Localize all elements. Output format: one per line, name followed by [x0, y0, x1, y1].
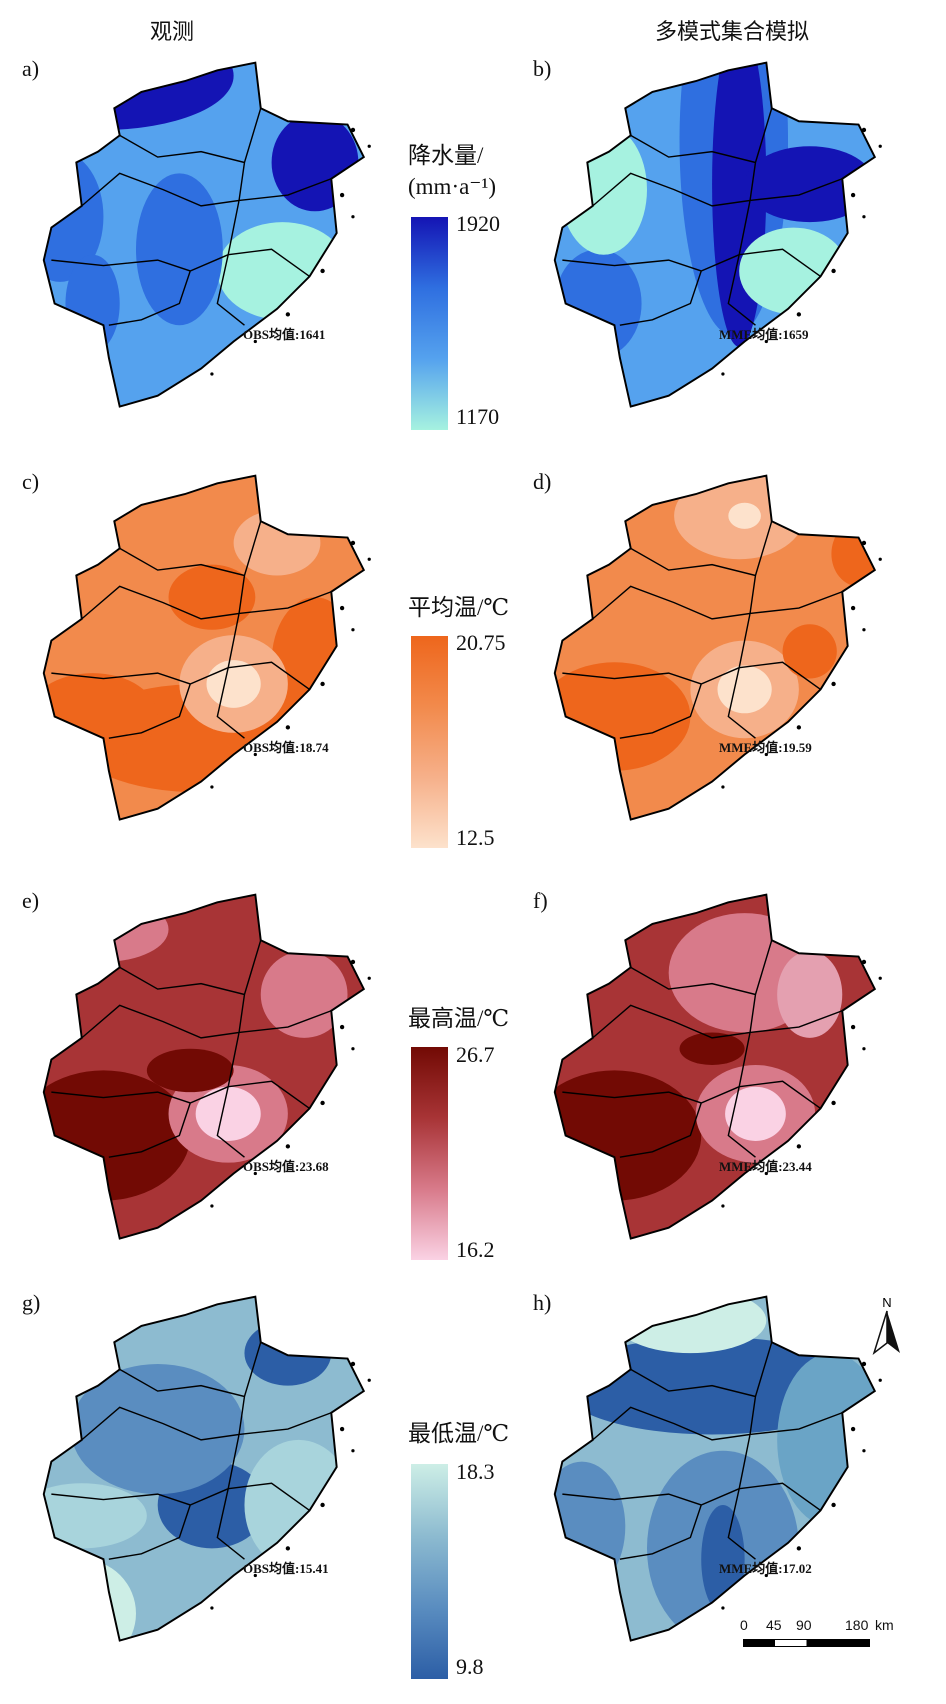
city-boundaries — [562, 1342, 843, 1560]
colorbar-min: 16.2 — [456, 1237, 495, 1262]
islands — [721, 127, 882, 376]
panel-label: h) — [533, 1290, 552, 1315]
mean-value-label: OBS均值:18.74 — [243, 740, 329, 755]
colorbar-tmin — [411, 1464, 448, 1679]
map-tmax-mme — [553, 893, 882, 1240]
colorbar-max: 1920 — [456, 211, 500, 236]
legend-title-tmean: 平均温/℃ — [408, 595, 510, 620]
colorbar-max: 20.75 — [456, 630, 506, 655]
column-title-mme: 多模式集合模拟 — [655, 19, 810, 44]
islands — [721, 1361, 882, 1610]
islands — [721, 959, 882, 1208]
panel-label: b) — [533, 56, 552, 81]
map-tmin-mme — [553, 1295, 882, 1642]
province-outline — [553, 474, 877, 821]
islands — [210, 540, 371, 789]
svg-text:N: N — [882, 1295, 891, 1310]
islands — [210, 127, 371, 376]
mean-value-label: OBS均值:1641 — [243, 327, 326, 342]
city-boundaries — [51, 521, 332, 739]
mean-value-label: OBS均值:23.68 — [243, 1159, 329, 1174]
province-outline — [42, 1295, 366, 1642]
province-outline — [553, 1295, 877, 1642]
panel-label: f) — [533, 888, 548, 913]
city-boundaries — [562, 521, 843, 739]
map-tmin-obs — [42, 1295, 371, 1642]
province-outline — [42, 893, 366, 1240]
province-outline — [42, 474, 366, 821]
mean-value-label: MME均值:23.44 — [719, 1159, 812, 1174]
legend-title-tmax: 最高温/℃ — [408, 1006, 510, 1031]
colorbar-precip — [411, 217, 448, 430]
province-outline — [553, 61, 877, 408]
mean-value-label: MME均值:1659 — [719, 327, 809, 342]
city-boundaries — [51, 1342, 332, 1560]
islands — [721, 540, 882, 789]
map-tmean-obs — [42, 474, 371, 821]
mean-value-label: MME均值:17.02 — [719, 1561, 812, 1576]
colorbar-tmax — [411, 1047, 448, 1260]
column-title-observed: 观测 — [150, 19, 195, 44]
colorbar-tmean — [411, 636, 448, 848]
islands — [210, 959, 371, 1208]
province-outline — [553, 893, 877, 1240]
panel-label: a) — [22, 56, 40, 81]
panel-label: c) — [22, 469, 40, 494]
legend-title-precip: 降水量/(mm·a⁻¹) — [408, 143, 497, 200]
city-boundaries — [562, 940, 843, 1158]
north-arrow-icon: N — [872, 1295, 900, 1356]
map-tmax-obs — [42, 893, 371, 1240]
city-boundaries — [51, 940, 332, 1158]
map-precip-mme — [553, 61, 882, 408]
colorbar-max: 26.7 — [456, 1042, 495, 1067]
mean-value-label: MME均值:19.59 — [719, 740, 812, 755]
colorbar-min: 1170 — [456, 404, 500, 429]
province-outline — [42, 61, 366, 408]
colorbar-min: 12.5 — [456, 825, 495, 850]
map-precip-obs — [42, 61, 371, 408]
mean-value-label: OBS均值:15.41 — [243, 1561, 329, 1576]
panel-label: g) — [22, 1290, 41, 1315]
map-tmean-mme — [553, 474, 882, 821]
legend-title-tmin: 最低温/℃ — [408, 1421, 510, 1446]
colorbar-max: 18.3 — [456, 1459, 495, 1484]
colorbar-min: 9.8 — [456, 1654, 484, 1679]
city-boundaries — [51, 108, 332, 326]
panel-label: d) — [533, 469, 552, 494]
islands — [210, 1361, 371, 1610]
panel-label: e) — [22, 888, 40, 913]
city-boundaries — [562, 108, 843, 326]
